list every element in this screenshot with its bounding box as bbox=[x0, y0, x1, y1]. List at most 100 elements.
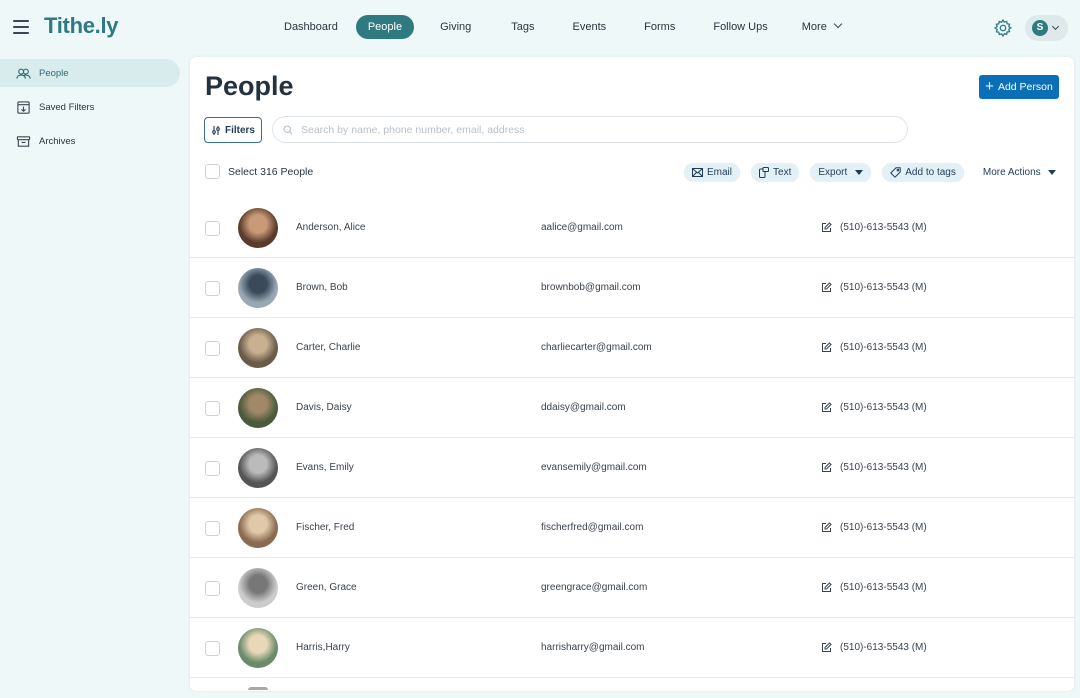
sidebar-item-people[interactable]: People bbox=[0, 59, 180, 87]
plus-icon: + bbox=[985, 78, 994, 95]
row-checkbox[interactable] bbox=[205, 401, 220, 416]
person-name[interactable]: Evans, Emily bbox=[296, 462, 354, 473]
edit-icon[interactable] bbox=[821, 642, 832, 653]
sidebar: People Saved Filters Archives bbox=[0, 59, 180, 161]
nav-forms[interactable]: Forms bbox=[644, 21, 676, 33]
filters-label: Filters bbox=[224, 124, 255, 136]
people-panel: People +Add Person Filters Select 316 Pe… bbox=[190, 57, 1074, 691]
user-menu-button[interactable]: S bbox=[1025, 15, 1068, 41]
table-row[interactable]: Brown, Bob brownbob@gmail.com (510)-613-… bbox=[190, 258, 1074, 318]
avatar bbox=[238, 628, 278, 668]
select-all-label: Select 316 People bbox=[228, 165, 314, 178]
edit-icon[interactable] bbox=[821, 522, 832, 533]
person-email[interactable]: evansemily@gmail.com bbox=[541, 462, 647, 473]
row-checkbox[interactable] bbox=[205, 521, 220, 536]
person-name[interactable]: Anderson, Alice bbox=[296, 222, 366, 233]
person-phone: (510)-613-5543 (M) bbox=[840, 642, 927, 653]
search-input[interactable] bbox=[301, 123, 881, 136]
sidebar-item-saved-filters[interactable]: Saved Filters bbox=[0, 93, 180, 121]
edit-icon[interactable] bbox=[821, 582, 832, 593]
person-email[interactable]: greengrace@gmail.com bbox=[541, 582, 648, 593]
add-person-label: Add Person bbox=[997, 81, 1053, 93]
person-email[interactable]: harrisharry@gmail.com bbox=[541, 642, 645, 653]
search-bar bbox=[272, 116, 908, 143]
menu-icon[interactable] bbox=[13, 20, 29, 34]
nav-people[interactable]: People bbox=[355, 15, 415, 39]
person-name[interactable]: Fischer, Fred bbox=[296, 522, 355, 533]
add-person-button[interactable]: + Add Person bbox=[979, 75, 1059, 99]
nav-giving[interactable]: Giving bbox=[440, 21, 472, 33]
more-actions-button[interactable]: More Actions bbox=[983, 167, 1056, 178]
edit-icon[interactable] bbox=[821, 222, 832, 233]
more-actions-label: More Actions bbox=[982, 166, 1041, 178]
person-phone: (510)-613-5543 (M) bbox=[840, 462, 927, 473]
edit-icon[interactable] bbox=[821, 342, 832, 353]
person-phone: (510)-613-5543 (M) bbox=[840, 222, 927, 233]
person-phone: (510)-613-5543 (M) bbox=[840, 582, 927, 593]
table-row[interactable]: Harris,Harry harrisharry@gmail.com (510)… bbox=[190, 618, 1074, 678]
table-row[interactable]: Evans, Emily evansemily@gmail.com (510)-… bbox=[190, 438, 1074, 498]
table-row[interactable]: Anderson, Alice aalice@gmail.com (510)-6… bbox=[190, 198, 1074, 258]
main-nav: Dashboard People Giving Tags Events Form… bbox=[272, 15, 853, 39]
nav-more[interactable]: More bbox=[790, 15, 853, 39]
person-email[interactable]: fischerfred@gmail.com bbox=[541, 522, 644, 533]
avatar bbox=[238, 268, 278, 308]
gear-icon[interactable] bbox=[993, 18, 1013, 38]
filters-button[interactable]: Filters bbox=[204, 117, 262, 143]
table-row[interactable]: Green, Grace greengrace@gmail.com (510)-… bbox=[190, 558, 1074, 618]
nav-dashboard[interactable]: Dashboard bbox=[284, 21, 338, 33]
add-to-tags-label: Add to tags bbox=[905, 166, 956, 178]
top-nav-bar: Tithe.ly Dashboard People Giving Tags Ev… bbox=[0, 0, 1080, 56]
table-row[interactable]: Carter, Charlie charliecarter@gmail.com … bbox=[190, 318, 1074, 378]
nav-follow-ups[interactable]: Follow Ups bbox=[713, 21, 768, 33]
nav-tags[interactable]: Tags bbox=[511, 21, 535, 33]
row-checkbox[interactable] bbox=[205, 641, 220, 656]
archive-icon bbox=[16, 135, 31, 147]
people-icon bbox=[16, 68, 31, 79]
export-button[interactable]: Export bbox=[810, 163, 872, 181]
person-name[interactable]: Davis, Daisy bbox=[296, 402, 352, 413]
phone-message-icon bbox=[759, 166, 770, 178]
chevron-down-icon bbox=[1051, 22, 1060, 31]
sidebar-item-label: Saved Filters bbox=[39, 101, 95, 113]
row-checkbox[interactable] bbox=[205, 281, 220, 296]
row-checkbox[interactable] bbox=[205, 221, 220, 236]
table-row[interactable]: Fischer, Fred fischerfred@gmail.com (510… bbox=[190, 498, 1074, 558]
row-checkbox[interactable] bbox=[205, 581, 220, 596]
person-email[interactable]: ddaisy@gmail.com bbox=[541, 402, 626, 413]
select-all-checkbox[interactable] bbox=[205, 164, 220, 179]
logo[interactable]: Tithe.ly bbox=[44, 13, 119, 38]
row-checkbox[interactable] bbox=[205, 341, 220, 356]
edit-icon[interactable] bbox=[821, 282, 832, 293]
row-checkbox[interactable] bbox=[205, 461, 220, 476]
person-name[interactable]: Carter, Charlie bbox=[296, 342, 361, 353]
avatar bbox=[238, 208, 278, 248]
edit-icon[interactable] bbox=[821, 462, 832, 473]
email-button[interactable]: Email bbox=[684, 163, 741, 181]
person-email[interactable]: aalice@gmail.com bbox=[541, 222, 623, 233]
export-label: Export bbox=[818, 166, 848, 178]
text-button[interactable]: Text bbox=[751, 163, 800, 181]
avatar bbox=[238, 448, 278, 488]
tag-icon bbox=[890, 166, 901, 178]
table-row[interactable] bbox=[190, 678, 1074, 690]
table-row[interactable]: Davis, Daisy ddaisy@gmail.com (510)-613-… bbox=[190, 378, 1074, 438]
add-to-tags-button[interactable]: Add to tags bbox=[882, 163, 964, 181]
person-name[interactable]: Brown, Bob bbox=[296, 282, 348, 293]
person-phone: (510)-613-5543 (M) bbox=[840, 402, 927, 413]
edit-icon[interactable] bbox=[821, 402, 832, 413]
sliders-icon bbox=[212, 125, 220, 135]
person-email[interactable]: charliecarter@gmail.com bbox=[541, 342, 652, 353]
avatar bbox=[238, 328, 278, 368]
people-list: Anderson, Alice aalice@gmail.com (510)-6… bbox=[190, 198, 1074, 690]
avatar bbox=[238, 568, 278, 608]
sidebar-item-archives[interactable]: Archives bbox=[0, 127, 180, 155]
person-email[interactable]: brownbob@gmail.com bbox=[541, 282, 641, 293]
nav-events[interactable]: Events bbox=[572, 21, 607, 33]
caret-down-icon bbox=[855, 169, 864, 175]
text-label: Text bbox=[773, 166, 792, 178]
sidebar-item-label: People bbox=[39, 67, 69, 79]
person-name[interactable]: Harris,Harry bbox=[296, 642, 350, 653]
person-name[interactable]: Green, Grace bbox=[296, 582, 357, 593]
saved-filters-icon bbox=[17, 100, 30, 114]
